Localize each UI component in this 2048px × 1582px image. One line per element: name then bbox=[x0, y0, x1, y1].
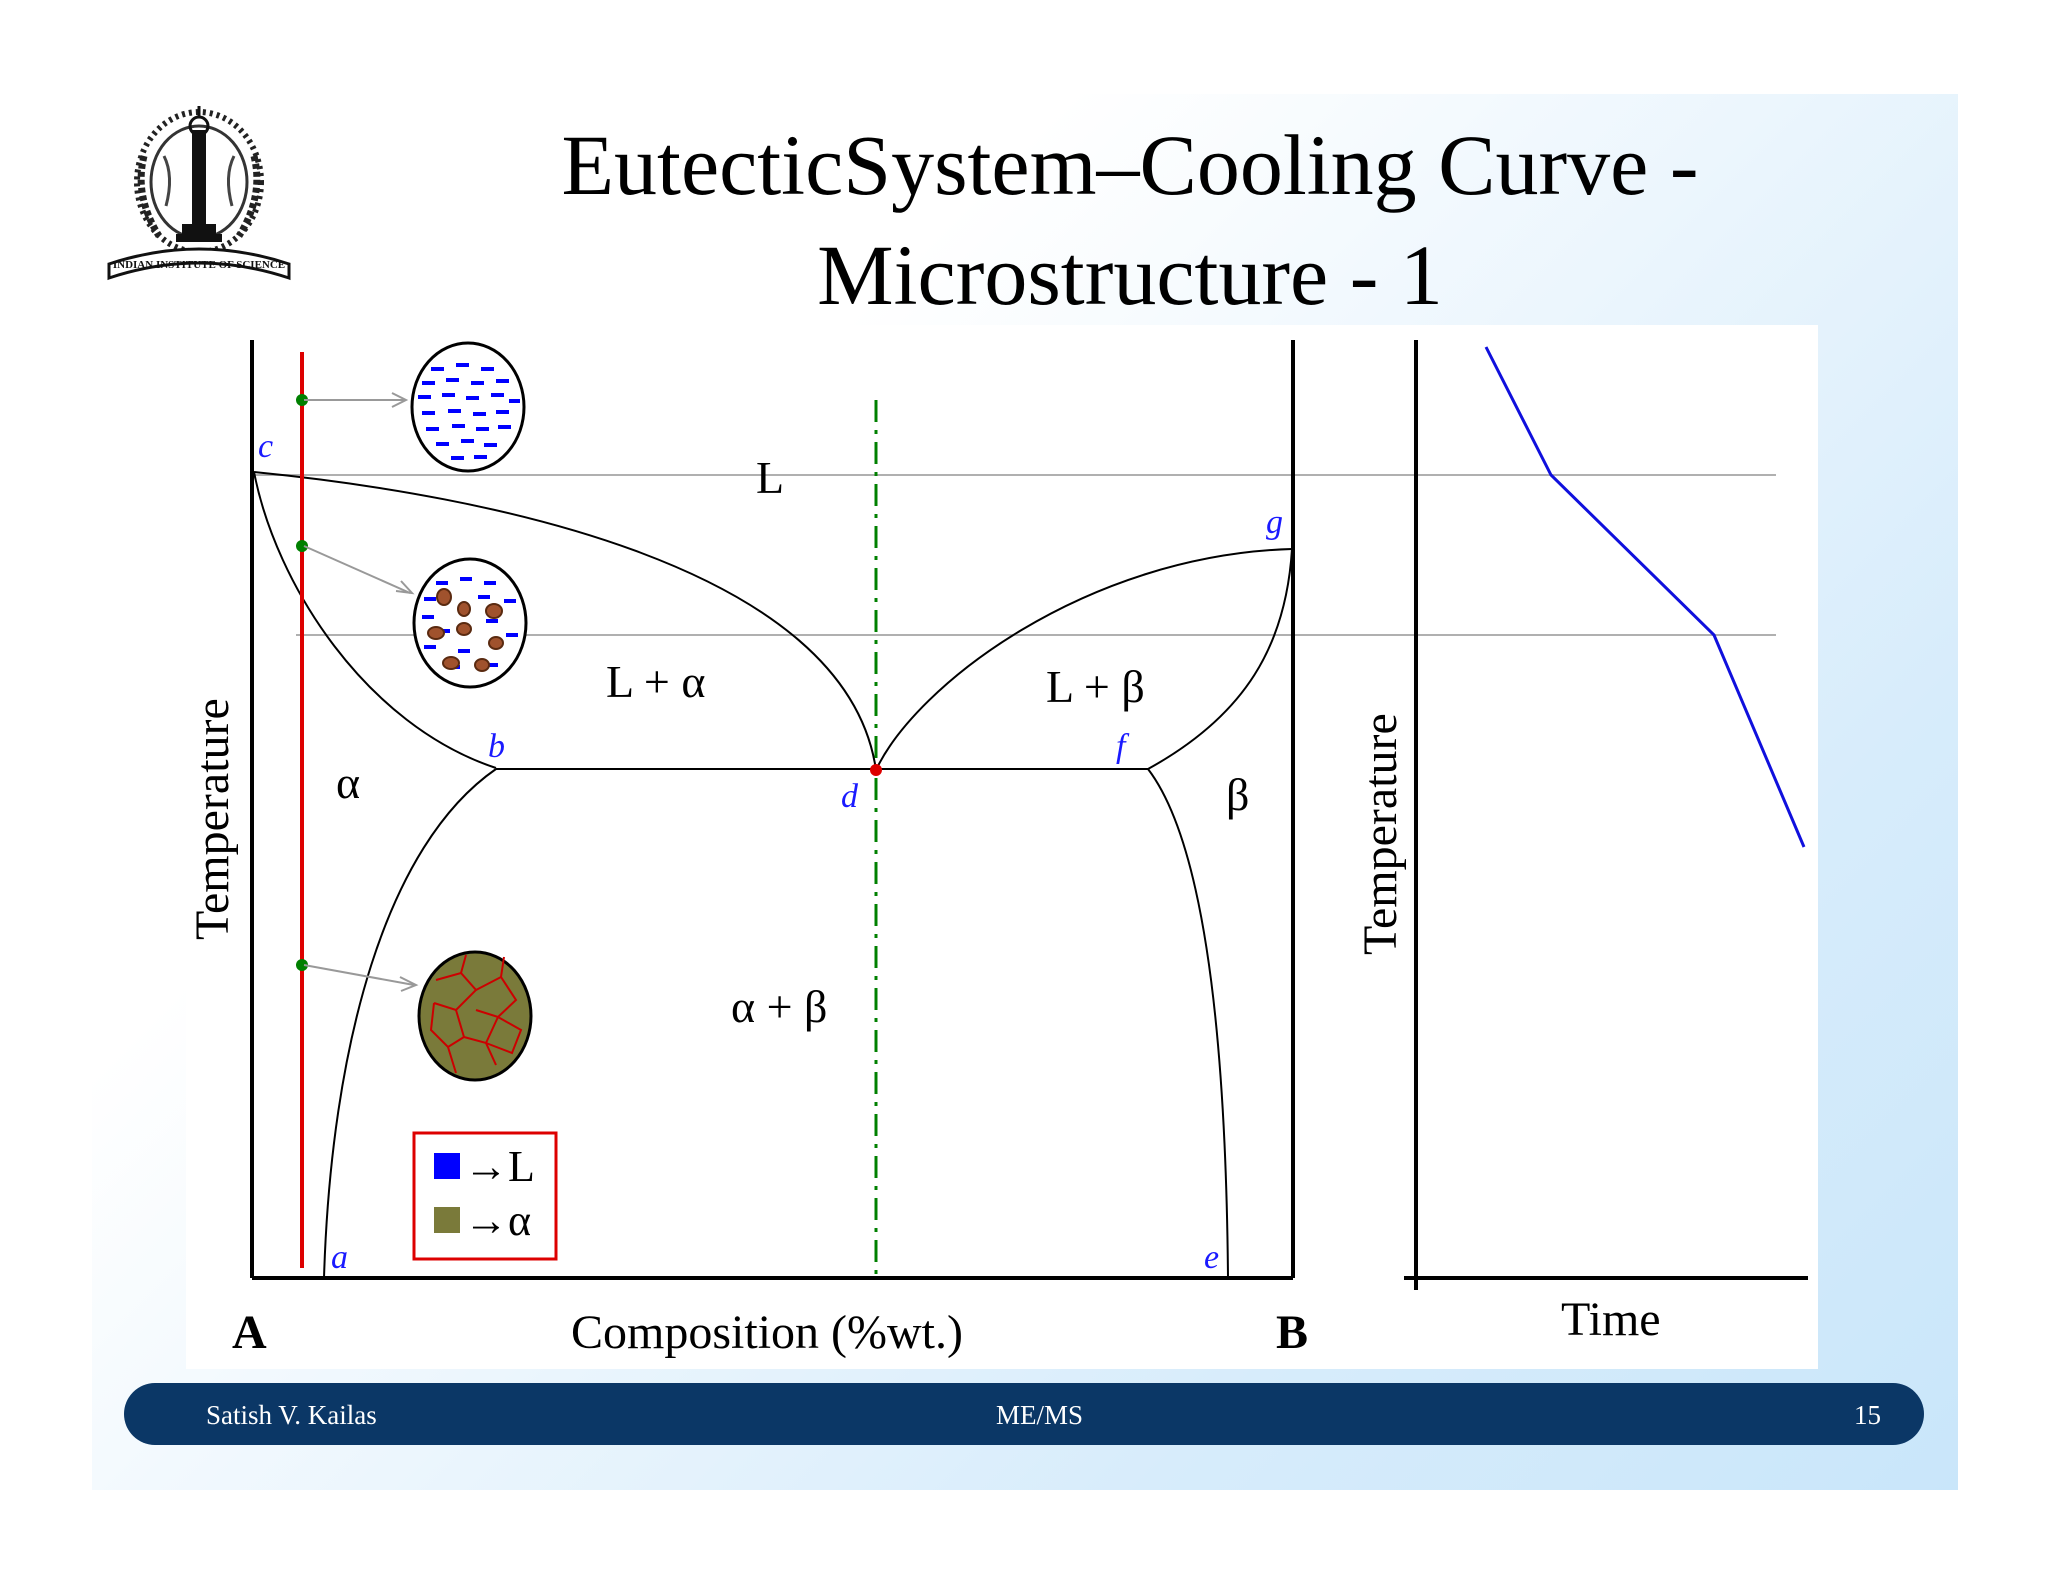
region-alpha-beta: α + β bbox=[731, 981, 827, 1032]
legend-liquid-label: →L bbox=[464, 1142, 535, 1191]
legend-alpha-label: →α bbox=[464, 1196, 531, 1245]
component-b-label: B bbox=[1276, 1306, 1308, 1359]
solidus-right bbox=[1147, 548, 1293, 770]
legend-swatch-liquid bbox=[434, 1153, 460, 1179]
title-line-2: Microstructure - 1 bbox=[817, 227, 1443, 323]
logo-text: INDIAN INSTITUTE OF SCIENCE bbox=[113, 259, 285, 271]
cooling-y-axis-label: Temperature bbox=[1354, 713, 1407, 955]
region-liquid: L bbox=[756, 452, 784, 503]
solidus-left bbox=[253, 471, 497, 769]
liquidus-right bbox=[875, 548, 1293, 771]
cooling-curve-line bbox=[1484, 346, 1806, 848]
cooling-x-axis-label: Time bbox=[1561, 1293, 1661, 1346]
footer-page-number: 15 bbox=[1854, 1400, 1881, 1430]
footer-bar: Satish V. Kailas ME/MS 15 bbox=[124, 1383, 1924, 1445]
region-liquid-alpha: L + α bbox=[606, 656, 705, 707]
figure-panel: →L →α L L + α L + β α β α + β c g b f d … bbox=[186, 325, 1818, 1369]
legend: →L →α bbox=[412, 1131, 558, 1261]
point-label-g: g bbox=[1266, 504, 1283, 541]
seal-icon bbox=[107, 106, 291, 281]
region-beta: β bbox=[1226, 769, 1249, 820]
legend-swatch-alpha bbox=[434, 1207, 460, 1233]
solvus-left bbox=[323, 768, 497, 1279]
marker-liquid bbox=[296, 394, 308, 406]
component-a-label: A bbox=[232, 1306, 267, 1359]
footer-author: Satish V. Kailas bbox=[206, 1400, 377, 1430]
point-label-b: b bbox=[488, 728, 505, 765]
microstructure-liquid bbox=[410, 341, 526, 473]
microstructure-arrows bbox=[303, 392, 419, 992]
region-liquid-beta: L + β bbox=[1046, 661, 1145, 712]
phase-y-axis-label: Temperature bbox=[186, 698, 239, 940]
point-label-d: d bbox=[841, 778, 859, 815]
footer-course: ME/MS bbox=[996, 1400, 1084, 1430]
microstructure-liquid-alpha bbox=[412, 557, 528, 689]
marker-liquid-alpha bbox=[296, 540, 308, 552]
liquidus-left bbox=[253, 471, 877, 771]
title-line-1: EutecticSystem–Cooling Curve - bbox=[561, 117, 1699, 213]
institute-logo: INDIAN INSTITUTE OF SCIENCE bbox=[107, 106, 291, 281]
region-alpha: α bbox=[336, 757, 360, 808]
microstructure-alpha bbox=[417, 950, 533, 1082]
solvus-right bbox=[1147, 768, 1229, 1279]
marker-alpha bbox=[296, 959, 308, 971]
point-label-c: c bbox=[258, 428, 273, 465]
point-label-e: e bbox=[1204, 1239, 1219, 1276]
point-label-a: a bbox=[331, 1239, 348, 1276]
eutectic-point bbox=[870, 764, 882, 776]
phase-x-axis-label: Composition (%wt.) bbox=[571, 1306, 963, 1359]
slide-title: EutecticSystem–Cooling Curve - Microstru… bbox=[420, 110, 1840, 330]
